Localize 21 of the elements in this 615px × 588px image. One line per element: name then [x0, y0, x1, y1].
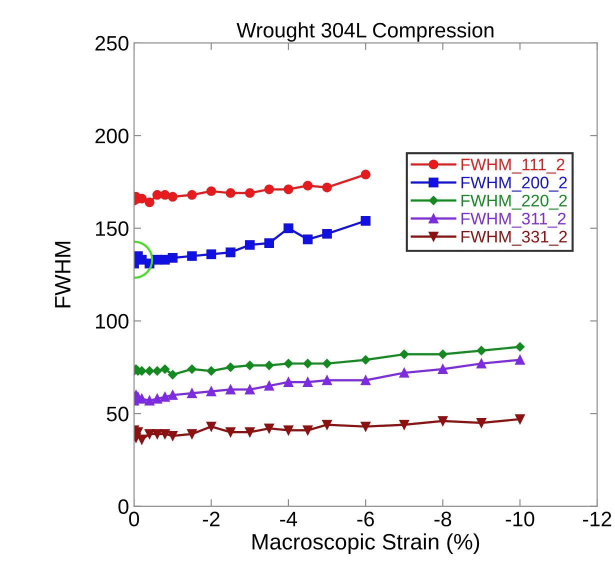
x-tick-label: -6 [357, 512, 374, 526]
y-tick-label: 250 [96, 36, 128, 51]
legend-label: FWHM_220_2 [462, 194, 567, 210]
chart-title: Wrought 304L Compression [236, 22, 494, 42]
x-tick-label: -8 [434, 512, 452, 526]
x-tick-label: 0 [129, 512, 140, 526]
x-axis-title: Macroscopic Strain (%) [252, 533, 480, 554]
y-axis-title: FWHM [55, 242, 70, 308]
legend-label: FWHM_331_2 [462, 230, 567, 246]
x-tick-label: -2 [202, 512, 220, 526]
y-tick-label: 50 [106, 406, 128, 422]
x-tick-label: -12 [583, 512, 612, 526]
y-tick-label: 200 [96, 128, 128, 144]
x-tick-label: -4 [280, 512, 298, 526]
y-tick-label: 150 [96, 221, 128, 236]
legend-label: FWHM_200_2 [462, 176, 567, 192]
y-tick-label: 0 [118, 499, 128, 514]
legend-label: FWHM_311_2 [462, 212, 566, 228]
x-tick-label: -10 [506, 512, 534, 526]
y-tick-label: 100 [96, 314, 128, 329]
legend-label: FWHM_111_2 [462, 158, 564, 174]
